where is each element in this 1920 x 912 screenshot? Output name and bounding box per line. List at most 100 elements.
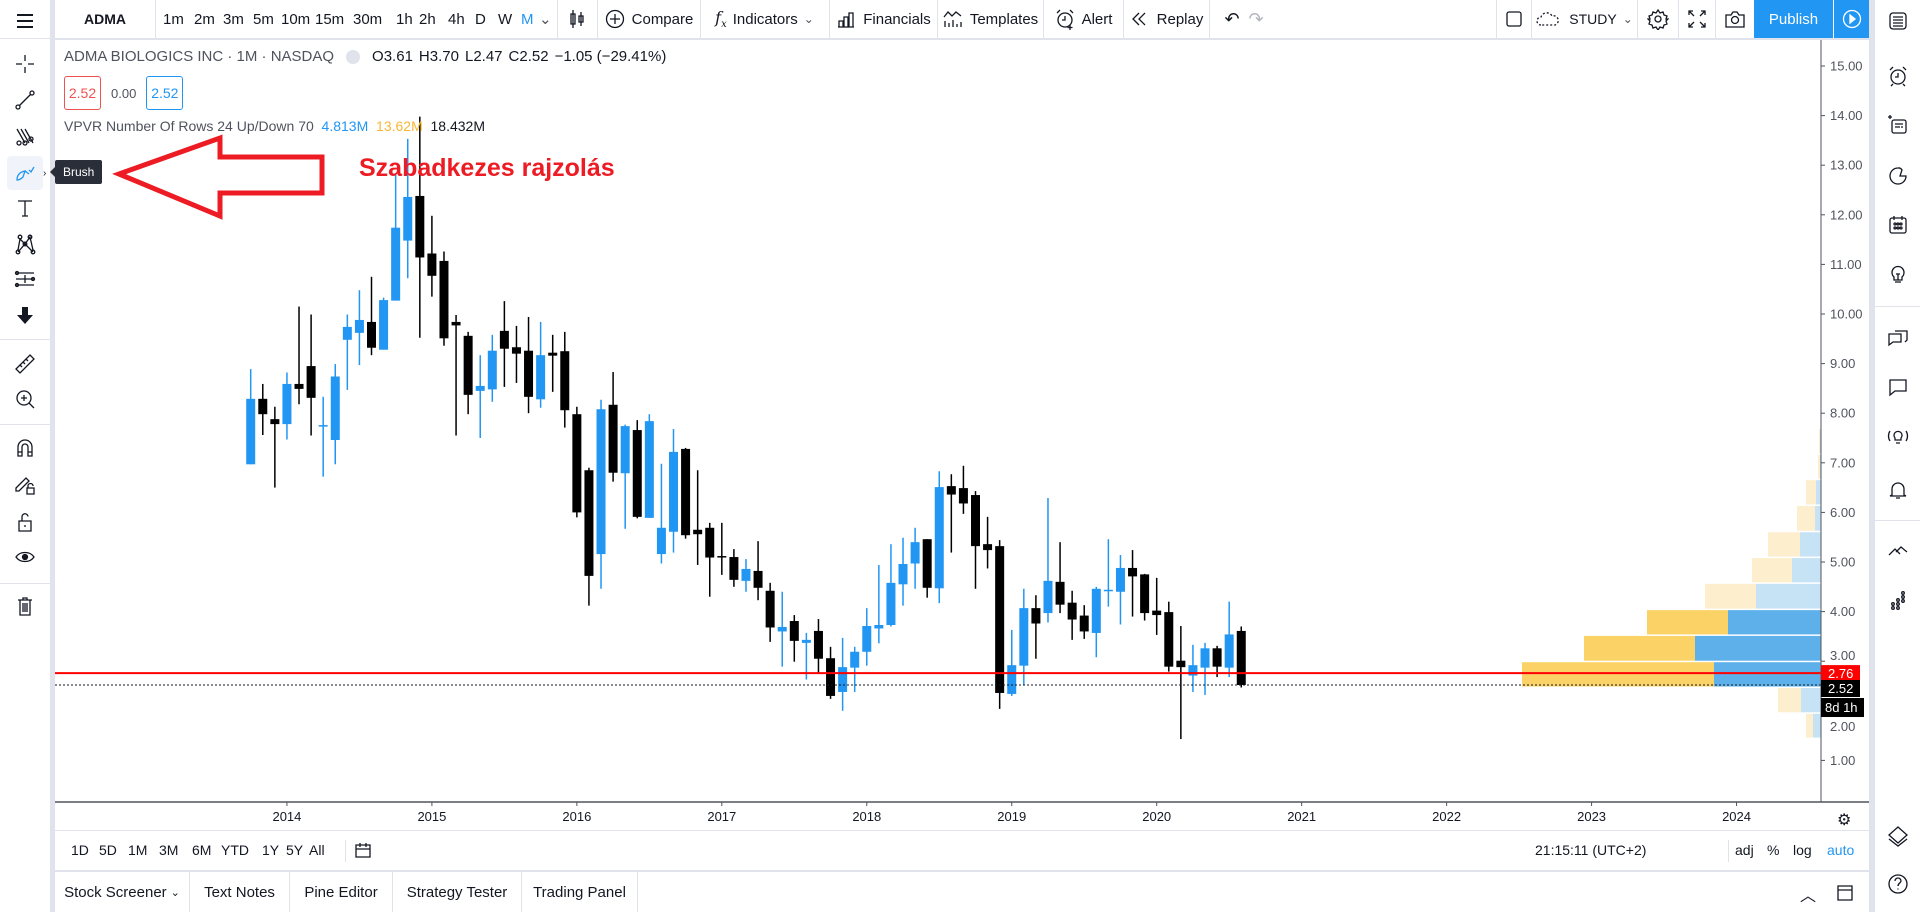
candle-body[interactable] [403, 196, 413, 241]
candle-body[interactable] [789, 621, 799, 641]
candle-body[interactable] [1103, 589, 1113, 592]
candle-body[interactable] [850, 651, 860, 668]
candle-body[interactable] [765, 590, 775, 628]
candle-body[interactable] [427, 253, 437, 276]
range-1Y[interactable]: 1Y [262, 842, 280, 858]
candle-body[interactable] [862, 625, 872, 652]
candle-body[interactable] [995, 546, 1005, 693]
candle-body[interactable] [838, 667, 848, 692]
candle-body[interactable] [620, 426, 630, 474]
collapse-panel-button[interactable]: ︿ [1800, 882, 1816, 906]
candle-body[interactable] [669, 451, 678, 532]
range-5Y[interactable]: 5Y [286, 842, 304, 858]
interval-2m[interactable]: 2m [194, 10, 215, 28]
candle-body[interactable] [1007, 665, 1017, 694]
settings-button[interactable] [1637, 0, 1678, 38]
messages-button[interactable] [1875, 367, 1920, 407]
candle-body[interactable] [391, 227, 401, 301]
publish-button[interactable]: Publish [1754, 0, 1833, 38]
range-3M[interactable]: 3M [159, 842, 179, 858]
interval-M[interactable]: M [521, 10, 534, 28]
candle-body[interactable] [306, 366, 316, 398]
candle-body[interactable] [475, 385, 485, 391]
candle-body[interactable] [499, 330, 509, 349]
candle-body[interactable] [729, 557, 739, 580]
candle-body[interactable] [753, 570, 763, 588]
candle-body[interactable] [524, 350, 534, 397]
redo-button[interactable]: ↷ [1244, 0, 1268, 38]
interval-2h[interactable]: 2h [419, 10, 436, 28]
candle-body[interactable] [705, 527, 715, 558]
expand-chevron-icon[interactable]: › [43, 168, 47, 179]
candle-body[interactable] [644, 421, 654, 518]
candle-body[interactable] [1055, 581, 1065, 605]
candle-body[interactable] [777, 626, 787, 632]
candle-body[interactable] [487, 350, 497, 390]
candle-body[interactable] [693, 529, 703, 535]
candle-body[interactable] [439, 260, 449, 339]
candle-body[interactable] [1115, 567, 1125, 592]
axis-settings-icon[interactable]: ⚙ [1837, 812, 1852, 829]
candle-body[interactable] [330, 376, 340, 440]
candle-body[interactable] [922, 539, 932, 588]
hotlists-button[interactable] [1875, 156, 1920, 196]
object-tree-button[interactable] [1875, 816, 1920, 856]
icons-tool[interactable] [7, 298, 43, 332]
auto-toggle[interactable]: auto [1827, 842, 1855, 858]
price-chart[interactable]: 1.00 2.00 3.00 4.00 5.00 6.00 7.00 8.00 9.00 10.0… [55, 40, 1869, 830]
range-1M[interactable]: 1M [128, 842, 148, 858]
chats-button[interactable] [1875, 319, 1920, 359]
prediction-tool[interactable] [7, 262, 43, 296]
candle-body[interactable] [1224, 634, 1234, 668]
candle-body[interactable] [548, 352, 558, 356]
interval-D[interactable]: D [475, 10, 486, 28]
chevron-down-icon[interactable]: ⌄ [170, 886, 180, 899]
candle-body[interactable] [656, 527, 666, 555]
interval-4h[interactable]: 4h [448, 10, 465, 28]
range-YTD[interactable]: YTD [221, 842, 249, 858]
candle-body[interactable] [572, 414, 582, 513]
tab-stock-screener[interactable]: Stock Screener ⌄ [55, 872, 190, 912]
candle-body[interactable] [1091, 588, 1101, 633]
log-toggle[interactable]: log [1793, 842, 1812, 858]
brush-tool[interactable] [7, 156, 43, 190]
candle-body[interactable] [886, 582, 896, 625]
candle-body[interactable] [608, 404, 618, 473]
candle-body[interactable] [632, 430, 642, 517]
range-1D[interactable]: 1D [71, 842, 89, 858]
compare-button[interactable]: Compare [597, 0, 700, 38]
candle-body[interactable] [958, 488, 968, 504]
candle-body[interactable] [415, 195, 425, 258]
candle-body[interactable] [1031, 608, 1041, 624]
candle-body[interactable] [451, 321, 461, 326]
publish-video-button[interactable] [1834, 0, 1869, 38]
help-button[interactable] [1875, 864, 1920, 904]
candle-body[interactable] [367, 321, 376, 348]
buy-button[interactable]: 2.52 [146, 76, 184, 110]
candle-body[interactable] [584, 470, 594, 576]
candle-body[interactable] [801, 639, 811, 643]
calendar-button[interactable] [1875, 205, 1920, 245]
lock-drawings-button[interactable] [7, 468, 43, 502]
chart-type-button[interactable] [557, 0, 597, 38]
candle-body[interactable] [741, 568, 751, 581]
templates-button[interactable]: Templates [937, 0, 1043, 38]
candle-body[interactable] [379, 300, 389, 350]
candle-body[interactable] [318, 425, 328, 427]
interval-5m[interactable]: 5m [253, 10, 274, 28]
candle-body[interactable] [813, 630, 823, 659]
indicators-button[interactable]: fx Indicators ⌄ [700, 0, 829, 38]
range-All[interactable]: All [309, 842, 325, 858]
interval-30m[interactable]: 30m [353, 10, 383, 28]
percent-toggle[interactable]: % [1767, 842, 1780, 858]
candle-body[interactable] [294, 383, 304, 389]
range-5D[interactable]: 5D [99, 842, 117, 858]
maximize-panel-button[interactable] [1834, 882, 1856, 908]
fullscreen-button[interactable] [1678, 0, 1715, 38]
main-menu-button[interactable] [7, 4, 43, 38]
ideas-button[interactable] [1875, 254, 1920, 294]
candle-body[interactable] [1019, 608, 1029, 666]
financials-button[interactable]: Financials [829, 0, 937, 38]
magnet-mode-button[interactable] [7, 431, 43, 465]
candle-body[interactable] [826, 658, 836, 696]
